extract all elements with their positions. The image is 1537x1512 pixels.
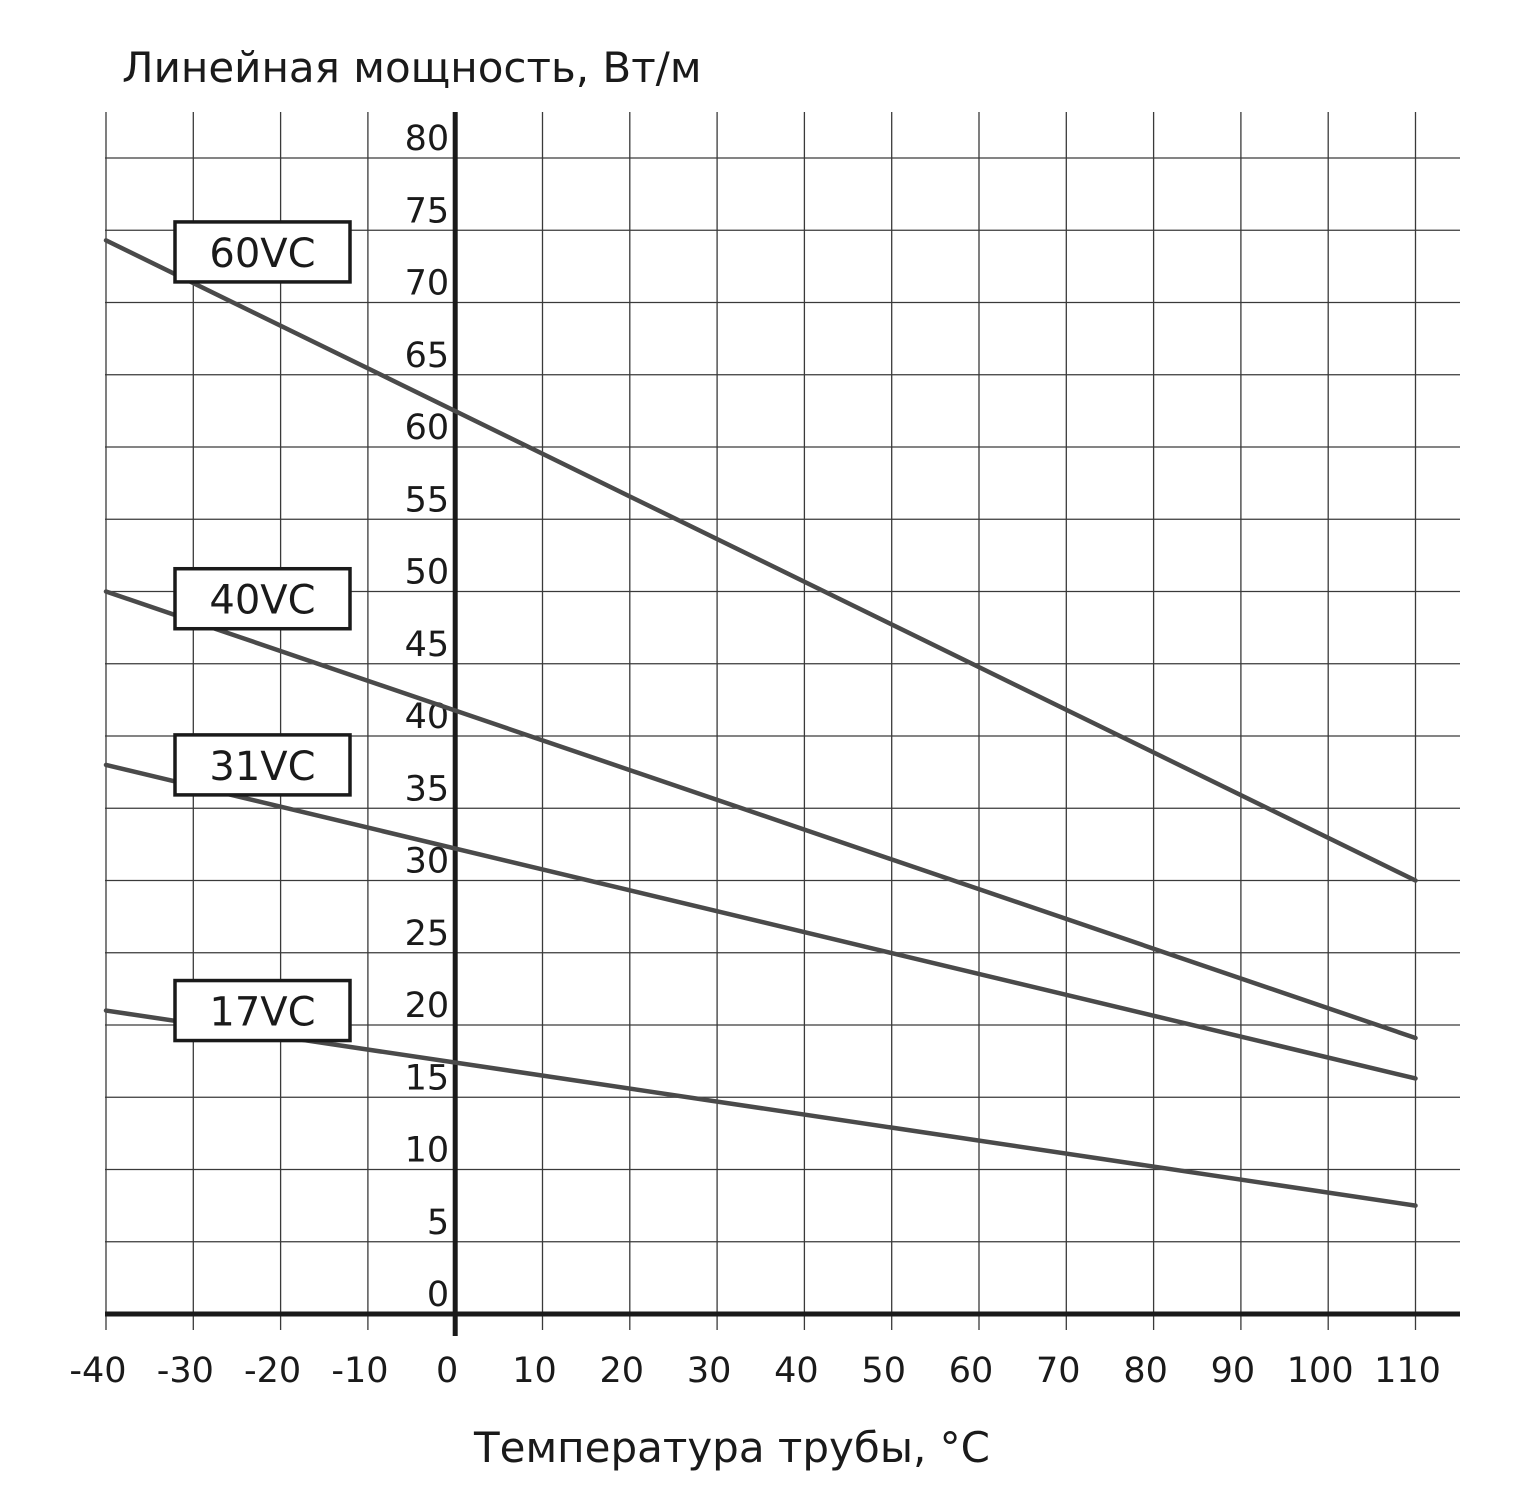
grid bbox=[105, 112, 1460, 1330]
y-tick-label: 5 bbox=[427, 1203, 449, 1243]
series-label-text: 31VC bbox=[209, 744, 315, 790]
x-tick-labels: -40 -30 -20 -10 0 10 20 30 40 50 60 70 80 90 100 110 bbox=[69, 1351, 1440, 1391]
x-tick-label: 80 bbox=[1123, 1351, 1168, 1391]
x-tick-label: 90 bbox=[1211, 1351, 1256, 1391]
y-tick-label: 55 bbox=[405, 480, 450, 520]
y-tick-label: 0 bbox=[427, 1275, 449, 1315]
y-tick-label: 25 bbox=[405, 914, 450, 954]
series-label-text: 60VC bbox=[209, 231, 315, 277]
x-tick-label: 70 bbox=[1036, 1351, 1081, 1391]
y-tick-label: 80 bbox=[405, 119, 450, 159]
y-tick-label: 45 bbox=[405, 625, 450, 665]
y-tick-label: 65 bbox=[405, 336, 450, 376]
y-tick-label: 50 bbox=[405, 553, 450, 593]
y-tick-label: 35 bbox=[405, 769, 450, 809]
series-line-31vc bbox=[103, 762, 1418, 1081]
x-tick-label: -20 bbox=[244, 1351, 301, 1391]
series-labels: 60VC 40VC 31VC 17VC bbox=[173, 220, 352, 1043]
y-tick-label: 30 bbox=[405, 842, 450, 882]
x-tick-label: 60 bbox=[949, 1351, 994, 1391]
series-label-17vc: 17VC bbox=[173, 978, 352, 1043]
x-tick-label: 30 bbox=[687, 1351, 732, 1391]
series-label-60vc: 60VC bbox=[173, 220, 352, 284]
x-tick-label: 40 bbox=[774, 1351, 819, 1391]
x-tick-label: -30 bbox=[157, 1351, 214, 1391]
series-label-box bbox=[173, 566, 352, 631]
series-label-text: 17VC bbox=[209, 990, 315, 1036]
y-axis-title: Линейная мощность, Вт/м bbox=[122, 43, 702, 92]
series-label-31vc: 31VC bbox=[173, 733, 352, 797]
series-label-box bbox=[173, 220, 352, 284]
x-tick-label: 10 bbox=[512, 1351, 557, 1391]
series-label-box bbox=[173, 733, 352, 797]
series-label-text: 40VC bbox=[209, 578, 315, 624]
series-label-40vc: 40VC bbox=[173, 566, 352, 631]
x-tick-label: 0 bbox=[436, 1351, 458, 1391]
series-line-17vc bbox=[103, 1008, 1418, 1208]
y-tick-label: 15 bbox=[405, 1058, 450, 1098]
series-lines bbox=[103, 238, 1418, 1208]
x-axis-title: Температура трубы, °C bbox=[473, 1423, 990, 1472]
x-tick-label: -10 bbox=[331, 1351, 388, 1391]
series-line-60vc bbox=[103, 238, 1418, 883]
y-tick-label: 60 bbox=[405, 408, 450, 448]
x-tick-label: 110 bbox=[1374, 1351, 1441, 1391]
axes bbox=[105, 112, 1460, 1336]
x-tick-label: 100 bbox=[1287, 1351, 1354, 1391]
series-line-40vc bbox=[103, 589, 1418, 1041]
y-tick-label: 75 bbox=[405, 191, 450, 231]
y-tick-label: 70 bbox=[405, 264, 450, 304]
x-tick-label: 20 bbox=[600, 1351, 645, 1391]
x-tick-label: 50 bbox=[861, 1351, 906, 1391]
y-tick-label: 10 bbox=[405, 1131, 450, 1171]
y-tick-label: 20 bbox=[405, 986, 450, 1026]
series-label-box bbox=[173, 978, 352, 1043]
x-tick-label: -40 bbox=[69, 1351, 126, 1391]
